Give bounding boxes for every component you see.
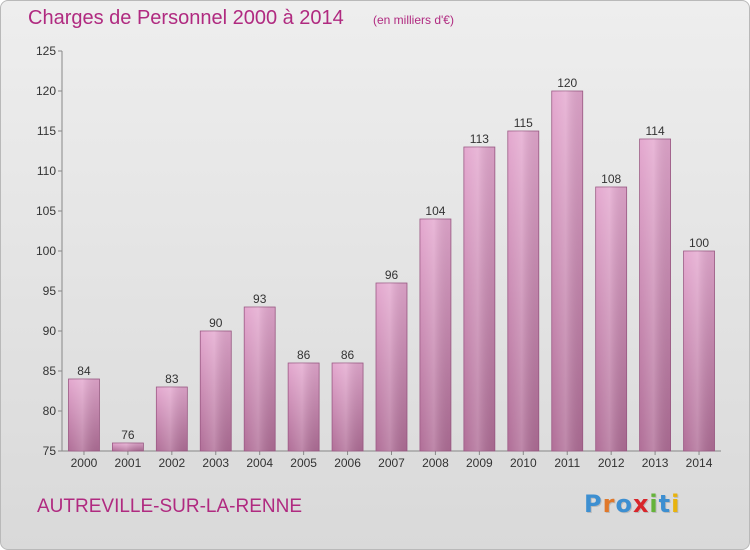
bar-shine — [112, 443, 144, 451]
bar-shine — [244, 307, 276, 451]
x-tick-label: 2003 — [202, 456, 229, 470]
bar-value-label: 84 — [77, 364, 91, 378]
bar-shine — [288, 363, 320, 451]
logo-letter: o — [615, 490, 633, 518]
bar-shine — [200, 331, 232, 451]
bar-value-label: 104 — [425, 204, 445, 218]
y-tick-label: 125 — [36, 44, 56, 58]
bar-value-label: 120 — [557, 76, 577, 90]
bar-shine — [639, 139, 671, 451]
x-tick-label: 2005 — [290, 456, 317, 470]
y-tick-label: 100 — [36, 244, 56, 258]
x-tick-label: 2014 — [686, 456, 713, 470]
bar-value-label: 83 — [165, 372, 179, 386]
x-tick-label: 2012 — [598, 456, 625, 470]
bar-shine — [551, 91, 583, 451]
bar-value-label: 115 — [514, 116, 533, 130]
y-tick-label: 75 — [43, 444, 57, 458]
bar-value-label: 108 — [601, 172, 621, 186]
x-tick-label: 2002 — [158, 456, 185, 470]
bar-shine — [463, 147, 495, 451]
bar-shine — [156, 387, 188, 451]
bar-value-label: 86 — [341, 348, 355, 362]
y-tick-label: 110 — [37, 164, 56, 178]
bar-value-label: 113 — [470, 132, 489, 146]
y-tick-label: 105 — [36, 204, 56, 218]
bar-value-label: 114 — [646, 124, 665, 138]
bar-shine — [507, 131, 539, 451]
bar-shine — [376, 283, 407, 451]
logo-letter: t — [658, 490, 672, 518]
x-tick-label: 2000 — [71, 456, 98, 470]
bar-value-label: 90 — [209, 316, 223, 330]
x-tick-label: 2011 — [554, 456, 580, 470]
commune-name: AUTREVILLE-SUR-LA-RENNE — [37, 496, 302, 517]
y-tick-label: 80 — [43, 404, 57, 418]
x-tick-label: 2009 — [466, 456, 493, 470]
y-tick-label: 115 — [37, 124, 56, 138]
bar-shine — [595, 187, 627, 451]
x-tick-label: 2007 — [378, 456, 405, 470]
logo-letter: x — [632, 490, 650, 518]
y-tick-label: 120 — [36, 84, 56, 98]
x-tick-label: 2001 — [115, 456, 142, 470]
logo-letter: i — [649, 490, 659, 518]
chart-title: Charges de Personnel 2000 à 2014 — [28, 7, 344, 29]
bar-shine — [419, 219, 451, 451]
bar-value-label: 96 — [385, 268, 399, 282]
bars — [68, 90, 715, 452]
bar-shine — [332, 363, 364, 451]
x-tick-label: 2010 — [510, 456, 537, 470]
y-tick-label: 85 — [43, 364, 57, 378]
logo-letter: P — [584, 490, 603, 518]
bar-value-label: 76 — [121, 428, 135, 442]
bar-value-label: 86 — [297, 348, 311, 362]
x-tick-label: 2008 — [422, 456, 449, 470]
bar-value-label: 93 — [253, 292, 267, 306]
y-tick-label: 90 — [43, 324, 57, 338]
chart-subtitle: (en milliers d'€) — [373, 13, 454, 27]
x-tick-label: 2006 — [334, 456, 361, 470]
bar-value-label: 100 — [689, 236, 709, 250]
x-tick-label: 2013 — [642, 456, 669, 470]
bar-shine — [68, 379, 100, 451]
labels: 84 2000 76 2001 83 2002 90 2003 93 2004 86 2005 86 20… — [71, 76, 713, 470]
y-tick-label: 95 — [43, 284, 57, 298]
logo-letter: r — [602, 490, 616, 518]
bar-shine — [683, 251, 715, 451]
x-tick-label: 2004 — [246, 456, 273, 470]
proxiti-logo: Proxiti — [584, 490, 680, 518]
logo-letter: i — [671, 490, 681, 518]
